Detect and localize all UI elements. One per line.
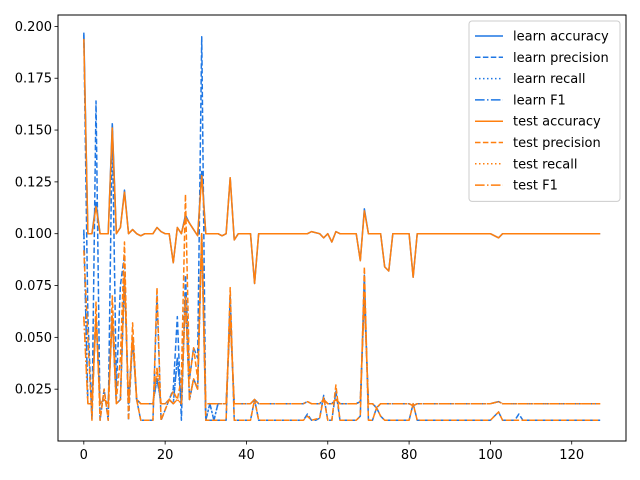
y-tick-label: 0.025	[15, 383, 52, 398]
y-tick-label: 0.100	[15, 227, 52, 242]
series-layer	[83, 32, 601, 422]
legend: learn accuracy learn precision learn recal…	[468, 20, 621, 202]
y-tick-label: 0.175	[15, 72, 52, 87]
legend-label-learn-precision: learn precision	[513, 51, 609, 66]
legend-label-learn-f1: learn F1	[513, 93, 566, 108]
legend-label-test-precision: test precision	[513, 136, 601, 151]
y-axis: 0.025 0.050 0.075 0.100 0.125 0.150 0.175 0.200	[15, 20, 58, 398]
plot-frame	[57, 14, 627, 442]
series-line-test-accuracy	[83, 38, 601, 285]
y-tick-label: 0.125	[15, 175, 52, 190]
y-tick-label: 0.050	[15, 331, 52, 346]
y-tick-label: 0.150	[15, 124, 52, 139]
legend-label-test-f1: test F1	[513, 179, 558, 194]
legend-label-test-recall: test recall	[513, 157, 578, 172]
x-tick-label: 60	[319, 448, 336, 463]
x-axis: 0 20 40 60 80 100 120	[80, 441, 584, 463]
legend-box	[468, 20, 621, 202]
series-line-test-f1	[83, 232, 601, 409]
x-tick-label: 120	[559, 448, 584, 463]
y-tick-label: 0.075	[15, 279, 52, 294]
x-tick-label: 20	[157, 448, 174, 463]
legend-label-learn-accuracy: learn accuracy	[513, 30, 609, 45]
legend-label-learn-recall: learn recall	[513, 72, 585, 87]
y-tick-label: 0.200	[15, 20, 52, 35]
x-tick-label: 0	[80, 448, 88, 463]
legend-label-test-accuracy: test accuracy	[513, 115, 601, 130]
x-tick-label: 100	[478, 448, 503, 463]
x-tick-label: 80	[401, 448, 418, 463]
x-tick-label: 40	[238, 448, 255, 463]
